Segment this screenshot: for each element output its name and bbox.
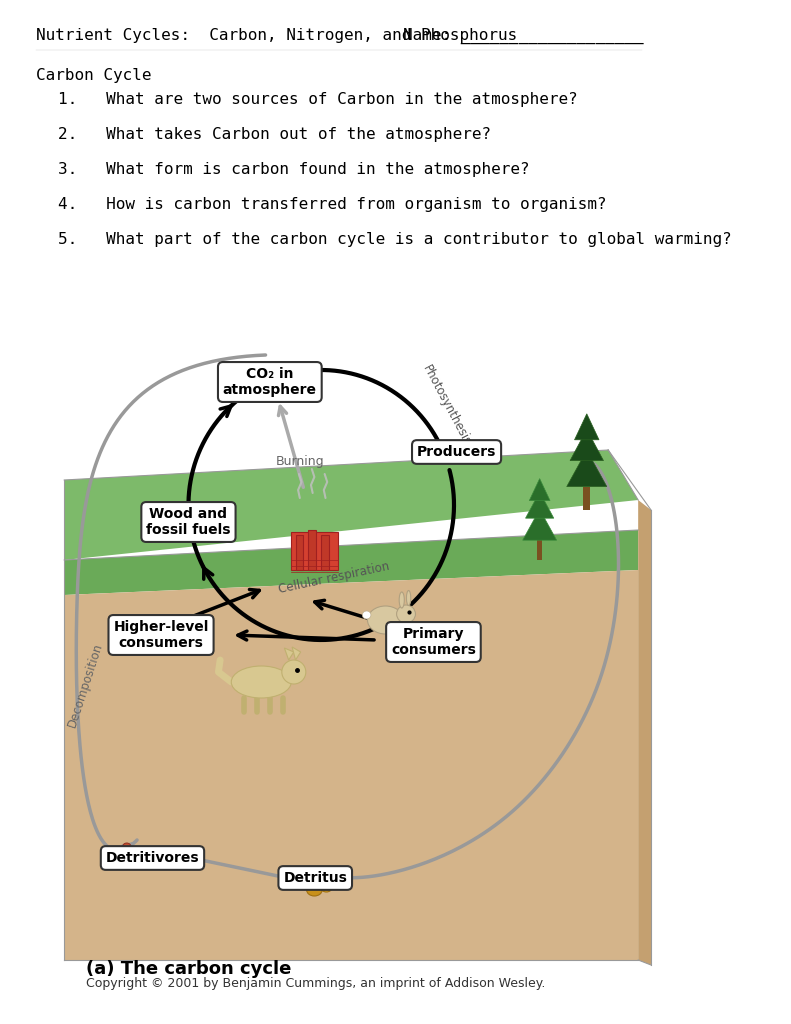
Ellipse shape: [123, 843, 131, 851]
Polygon shape: [638, 500, 651, 965]
Polygon shape: [64, 570, 638, 961]
Text: Copyright © 2001 by Benjamin Cummings, an imprint of Addison Wesley.: Copyright © 2001 by Benjamin Cummings, a…: [85, 977, 545, 990]
Text: (a) The carbon cycle: (a) The carbon cycle: [85, 961, 291, 978]
Polygon shape: [64, 530, 638, 595]
Polygon shape: [523, 509, 557, 541]
Bar: [321, 535, 329, 570]
Text: 4.   How is carbon transferred from organism to organism?: 4. How is carbon transferred from organi…: [59, 197, 607, 212]
Text: Producers: Producers: [417, 445, 496, 459]
Bar: [308, 530, 316, 570]
Text: Name: ___________________: Name: ___________________: [403, 28, 643, 44]
Polygon shape: [529, 478, 550, 501]
Polygon shape: [525, 492, 554, 518]
Text: Primary
consumers: Primary consumers: [391, 627, 476, 657]
Text: Burning: Burning: [275, 456, 324, 469]
Polygon shape: [566, 451, 607, 486]
Bar: [296, 535, 303, 570]
Ellipse shape: [407, 591, 411, 605]
Text: Nutrient Cycles:  Carbon, Nitrogen, and Phosphorus: Nutrient Cycles: Carbon, Nitrogen, and P…: [36, 28, 517, 43]
Ellipse shape: [307, 884, 322, 896]
Text: 3.   What form is carbon found in the atmosphere?: 3. What form is carbon found in the atmo…: [59, 162, 530, 177]
Ellipse shape: [399, 592, 404, 608]
Polygon shape: [570, 429, 604, 461]
Text: 1.   What are two sources of Carbon in the atmosphere?: 1. What are two sources of Carbon in the…: [59, 92, 578, 106]
Ellipse shape: [121, 850, 133, 860]
Text: Cellular respiration: Cellular respiration: [278, 560, 391, 596]
Text: Decomposition: Decomposition: [66, 641, 105, 729]
Text: Photosynthesis: Photosynthesis: [420, 362, 473, 447]
Ellipse shape: [231, 666, 291, 698]
Ellipse shape: [320, 882, 332, 892]
Bar: [291, 532, 339, 570]
Bar: [537, 541, 543, 560]
Bar: [584, 486, 590, 510]
Text: 5.   What part of the carbon cycle is a contributor to global warming?: 5. What part of the carbon cycle is a co…: [59, 232, 732, 247]
Ellipse shape: [362, 611, 371, 618]
Text: Detritus: Detritus: [283, 871, 347, 885]
Polygon shape: [64, 450, 638, 560]
Text: Higher-level
consumers: Higher-level consumers: [113, 620, 209, 650]
Ellipse shape: [396, 605, 415, 623]
Text: CO₂ in
atmosphere: CO₂ in atmosphere: [223, 367, 317, 397]
Text: Carbon Cycle: Carbon Cycle: [36, 68, 152, 83]
Text: Wood and
fossil fuels: Wood and fossil fuels: [146, 507, 231, 538]
Text: 2.   What takes Carbon out of the atmosphere?: 2. What takes Carbon out of the atmosphe…: [59, 127, 491, 142]
Text: Detritivores: Detritivores: [106, 851, 199, 865]
Ellipse shape: [282, 660, 306, 684]
Polygon shape: [292, 647, 301, 660]
Polygon shape: [285, 648, 293, 660]
Polygon shape: [574, 414, 599, 439]
Ellipse shape: [368, 606, 403, 634]
